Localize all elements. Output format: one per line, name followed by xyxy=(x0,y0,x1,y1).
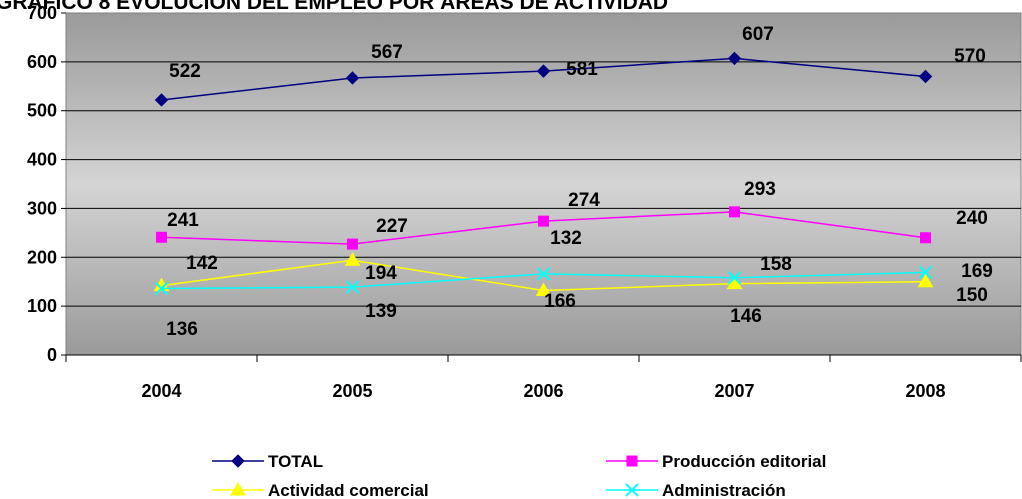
data-label: 194 xyxy=(365,263,397,284)
gridlines xyxy=(66,61,1021,307)
data-point xyxy=(344,252,361,266)
x-tick-label: 2005 xyxy=(332,381,372,401)
data-point xyxy=(538,215,549,227)
data-label: 142 xyxy=(186,253,218,274)
legend-marker xyxy=(231,454,245,468)
data-label: 570 xyxy=(954,46,986,67)
y-tick-label: 300 xyxy=(27,198,57,218)
axes: 0 100 200 300 400 500 600 700 2004 2005 2006 2007 20… xyxy=(27,3,1022,401)
data-label: 293 xyxy=(744,179,776,200)
y-tick-label: 200 xyxy=(27,247,57,267)
legend-marker xyxy=(625,483,639,497)
legend-item-1: Producción editorial xyxy=(606,452,826,471)
data-label: 132 xyxy=(550,228,582,249)
y-tick-label: 600 xyxy=(27,52,57,72)
data-point xyxy=(345,280,360,294)
series-0 xyxy=(154,51,933,107)
data-label: 274 xyxy=(568,190,600,211)
data-point xyxy=(920,232,931,244)
data-point xyxy=(347,238,358,250)
data-label: 136 xyxy=(166,319,198,340)
x-tick-label: 2006 xyxy=(523,381,563,401)
data-point xyxy=(727,51,742,66)
legend-label: Actividad comercial xyxy=(268,481,429,499)
data-point xyxy=(154,281,169,296)
y-tick-label: 700 xyxy=(27,3,57,23)
data-point xyxy=(918,69,933,84)
y-tick-label: 400 xyxy=(27,150,57,170)
legend-label: Administración xyxy=(662,481,786,499)
data-point xyxy=(729,206,740,218)
legend-item-3: Administración xyxy=(606,481,786,499)
x-tick-label: 2004 xyxy=(141,381,181,401)
data-label: 150 xyxy=(956,285,988,306)
legend-marker xyxy=(230,482,246,496)
y-tick-label: 100 xyxy=(27,296,57,316)
data-point xyxy=(918,265,933,280)
data-label: 581 xyxy=(566,59,598,80)
data-label: 522 xyxy=(169,61,201,82)
data-point xyxy=(536,64,551,78)
data-point xyxy=(917,273,934,288)
data-point xyxy=(535,282,552,297)
data-label: 607 xyxy=(742,24,774,45)
legend-label: Producción editorial xyxy=(662,452,826,471)
legend-label: TOTAL xyxy=(268,452,323,471)
data-label: 169 xyxy=(961,261,993,282)
legend: TOTAL Producción editorial Actividad comer… xyxy=(212,452,826,499)
data-point xyxy=(727,271,742,285)
chart-title: GRÁFICO 8 EVOLUCIÓN DEL EMPLEO POR ÁREAS… xyxy=(0,0,668,14)
series-1 xyxy=(156,206,931,250)
data-label: 166 xyxy=(544,291,576,312)
data-label: 146 xyxy=(730,306,762,327)
data-label: 240 xyxy=(956,208,988,229)
x-tick-label: 2007 xyxy=(714,381,754,401)
data-point xyxy=(345,71,360,85)
data-point xyxy=(536,267,551,281)
data-label: 227 xyxy=(376,216,408,237)
series-2 xyxy=(153,252,934,297)
y-tick-label: 500 xyxy=(27,101,57,121)
x-tick-label: 2008 xyxy=(905,381,945,401)
data-label: 241 xyxy=(167,210,199,231)
legend-item-2: Actividad comercial xyxy=(212,481,429,499)
legend-item-0: TOTAL xyxy=(212,452,323,471)
series-3 xyxy=(154,265,933,296)
legend-marker xyxy=(626,455,638,467)
data-point xyxy=(154,93,169,107)
y-tick-label: 0 xyxy=(47,345,57,365)
data-label: 567 xyxy=(371,42,403,63)
data-label: 158 xyxy=(760,254,792,275)
data-label: 139 xyxy=(365,301,397,322)
data-labels: 522 567 581 607 570 241 227 274 293 240 142 194 132 1… xyxy=(166,24,993,340)
data-point xyxy=(156,231,167,243)
series-layer xyxy=(153,51,934,297)
